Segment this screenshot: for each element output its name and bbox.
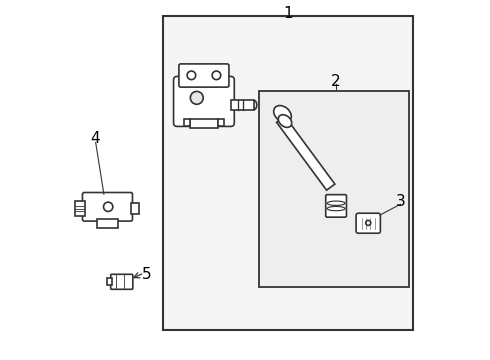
Bar xyxy=(107,278,112,285)
Circle shape xyxy=(212,71,220,80)
Ellipse shape xyxy=(278,115,292,127)
Circle shape xyxy=(187,71,196,80)
Bar xyxy=(97,219,118,228)
Ellipse shape xyxy=(274,105,292,122)
Polygon shape xyxy=(276,116,335,190)
Bar xyxy=(75,202,85,216)
Bar xyxy=(163,16,413,330)
Text: 4: 4 xyxy=(90,131,100,147)
Text: 1: 1 xyxy=(283,6,293,21)
Bar xyxy=(184,119,190,126)
Bar xyxy=(190,119,218,128)
FancyBboxPatch shape xyxy=(326,195,346,217)
Circle shape xyxy=(103,202,113,211)
Circle shape xyxy=(366,220,371,225)
Bar xyxy=(218,119,223,126)
FancyBboxPatch shape xyxy=(111,274,133,289)
FancyBboxPatch shape xyxy=(356,213,380,233)
Bar xyxy=(131,203,139,214)
Text: 5: 5 xyxy=(142,267,151,282)
Bar xyxy=(259,91,409,287)
FancyBboxPatch shape xyxy=(173,76,234,126)
Text: 2: 2 xyxy=(331,74,341,89)
Text: 3: 3 xyxy=(395,194,405,209)
FancyBboxPatch shape xyxy=(82,193,132,221)
Bar xyxy=(231,100,254,110)
FancyBboxPatch shape xyxy=(179,64,229,87)
Circle shape xyxy=(190,91,203,104)
